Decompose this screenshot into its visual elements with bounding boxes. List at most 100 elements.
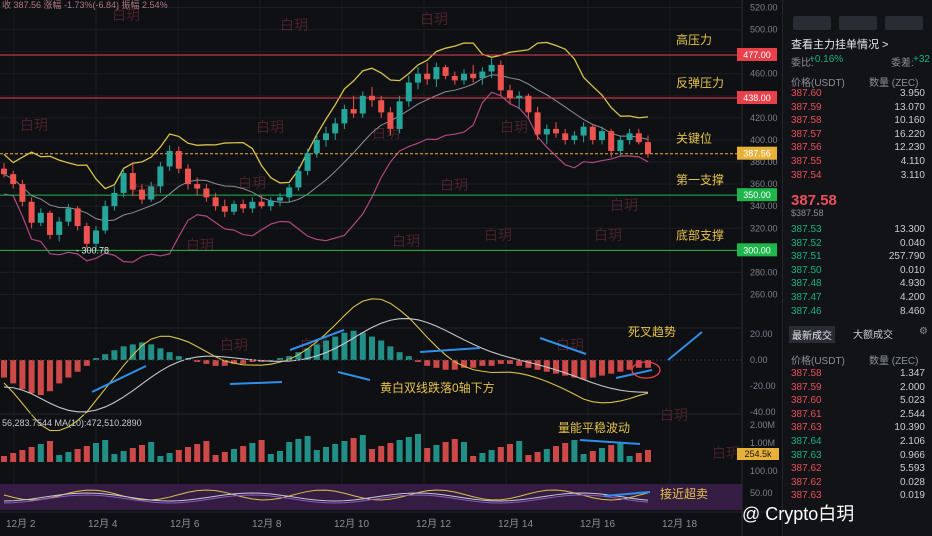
orderbook-panel: 查看主力挂单情况 > 委比: +0.16% 委差: +32 价格(USDT) 数… xyxy=(782,0,932,536)
volume-bar xyxy=(415,434,421,462)
volume-bar xyxy=(332,444,339,462)
watermark-text: 白玥 xyxy=(556,337,584,353)
volume-bar xyxy=(350,438,357,462)
candle-body xyxy=(571,135,578,140)
bid-row[interactable]: 387.46 8.460 xyxy=(783,306,932,318)
x-axis-label: 12月 4 xyxy=(88,518,118,530)
volume-bar xyxy=(111,454,118,462)
price-tick-label: 340.00 xyxy=(750,201,778,211)
volume-tick-label: 1.00M xyxy=(750,438,775,448)
trade-row[interactable]: 387.63 10.390 xyxy=(783,422,932,434)
orderbook-title[interactable]: 查看主力挂单情况 > xyxy=(791,39,889,51)
macd-bar xyxy=(231,360,237,364)
ask-row[interactable]: 387.58 10.160 xyxy=(783,115,932,127)
ask-row[interactable]: 387.57 16.220 xyxy=(783,129,932,141)
x-axis-label: 12月 18 xyxy=(662,518,697,530)
x-axis-label: 12月 10 xyxy=(334,518,369,530)
orderbook-mode-btn-1[interactable] xyxy=(793,16,831,30)
gear-icon[interactable]: ⚙ xyxy=(919,326,928,337)
tab-large-trades[interactable]: 大额成交 xyxy=(853,330,893,341)
orderbook-mode-btn-3[interactable] xyxy=(885,16,923,30)
bid-row[interactable]: 387.48 4.930 xyxy=(783,278,932,290)
candle-body xyxy=(74,208,81,227)
level-name: 高压力 xyxy=(676,32,712,47)
candle-body xyxy=(350,109,357,114)
volume-bar xyxy=(74,449,81,462)
orderbook-mode-btn-2[interactable] xyxy=(839,16,877,30)
watermark-text: 白玥 xyxy=(660,407,688,423)
level-badge xyxy=(737,146,777,160)
watermark-text: 白玥 xyxy=(280,17,308,33)
bid-row[interactable]: 387.50 0.010 xyxy=(783,265,932,277)
bid-row[interactable]: 387.47 4.200 xyxy=(783,292,932,304)
annotation-arrow xyxy=(579,439,641,445)
candle-body xyxy=(645,142,651,154)
candle-body xyxy=(635,133,642,143)
level-badge xyxy=(737,243,777,257)
x-axis-label: 12月 8 xyxy=(252,518,282,530)
trade-row[interactable]: 387.63 0.966 xyxy=(783,450,932,462)
trade-row[interactable]: 387.63 0.019 xyxy=(783,490,932,502)
volume-bar xyxy=(461,442,467,462)
level-value-label: 350.00 xyxy=(743,190,771,200)
candle-body xyxy=(221,206,228,212)
macd-bar xyxy=(249,360,256,362)
ask-row[interactable]: 387.56 12.230 xyxy=(783,142,932,154)
trade-row[interactable]: 387.59 2.000 xyxy=(783,382,932,394)
candle-body xyxy=(451,75,458,81)
volume-bar xyxy=(258,440,265,462)
trade-row[interactable]: 387.62 5.593 xyxy=(783,463,932,475)
trade-row[interactable]: 387.64 2.106 xyxy=(783,436,932,448)
level-name: 底部支撑 xyxy=(676,227,724,242)
bid-row[interactable]: 387.52 0.040 xyxy=(783,238,932,250)
trade-row[interactable]: 387.61 2.544 xyxy=(783,409,932,421)
volume-bar xyxy=(516,441,523,462)
macd-bar xyxy=(507,360,513,364)
candle-body xyxy=(194,184,201,189)
ask-row[interactable]: 387.60 3.950 xyxy=(783,88,932,100)
macd-bar xyxy=(47,360,53,392)
macd-bar xyxy=(442,360,449,370)
annotation-death-cross: 死叉趋势 xyxy=(628,325,676,339)
candle-body xyxy=(599,131,605,140)
volume-bar xyxy=(442,442,449,462)
volume-bar xyxy=(599,448,605,462)
cross-circle xyxy=(631,361,661,379)
candle-body xyxy=(93,230,99,244)
macd-bar xyxy=(617,360,624,372)
price-chart[interactable]: 520.00500.00480.00460.00440.00420.00400.… xyxy=(0,0,782,536)
ask-row[interactable]: 387.59 13.070 xyxy=(783,102,932,114)
macd-bar xyxy=(635,360,642,368)
watermark-text: 白玥 xyxy=(220,337,248,353)
macd-bar xyxy=(350,330,357,360)
bid-row[interactable]: 387.51 257.790 xyxy=(783,251,932,263)
candle-body xyxy=(83,226,90,244)
volume-bar xyxy=(341,441,348,462)
macd-bar xyxy=(571,360,578,378)
macd-bar xyxy=(240,360,247,364)
macd-bar xyxy=(37,360,44,396)
trade-row[interactable]: 387.62 0.028 xyxy=(783,477,932,489)
macd-bar xyxy=(461,360,467,368)
volume-bar xyxy=(387,443,394,462)
volume-bar xyxy=(396,440,403,462)
volume-bar xyxy=(102,440,109,462)
candle-body xyxy=(405,82,412,102)
candle-body xyxy=(28,201,35,223)
macd-bar xyxy=(608,360,615,374)
bid-row[interactable]: 387.53 13.300 xyxy=(783,224,932,236)
macd-bar xyxy=(516,360,523,366)
ask-row[interactable]: 387.54 3.110 xyxy=(783,170,932,182)
candle-body xyxy=(111,192,118,207)
volume-current-label: 254.5k xyxy=(744,449,772,459)
volume-bar xyxy=(83,446,90,462)
ask-row[interactable]: 387.55 4.110 xyxy=(783,156,932,168)
trade-row[interactable]: 387.60 5.023 xyxy=(783,395,932,407)
level-badge xyxy=(737,188,777,202)
tab-latest-trades[interactable]: 最新成交 xyxy=(789,326,835,343)
volume-bar xyxy=(175,450,182,462)
macd-bar xyxy=(129,344,136,360)
trade-row[interactable]: 387.58 1.347 xyxy=(783,368,932,380)
macd-bar xyxy=(626,360,633,370)
level-badge xyxy=(737,47,777,61)
